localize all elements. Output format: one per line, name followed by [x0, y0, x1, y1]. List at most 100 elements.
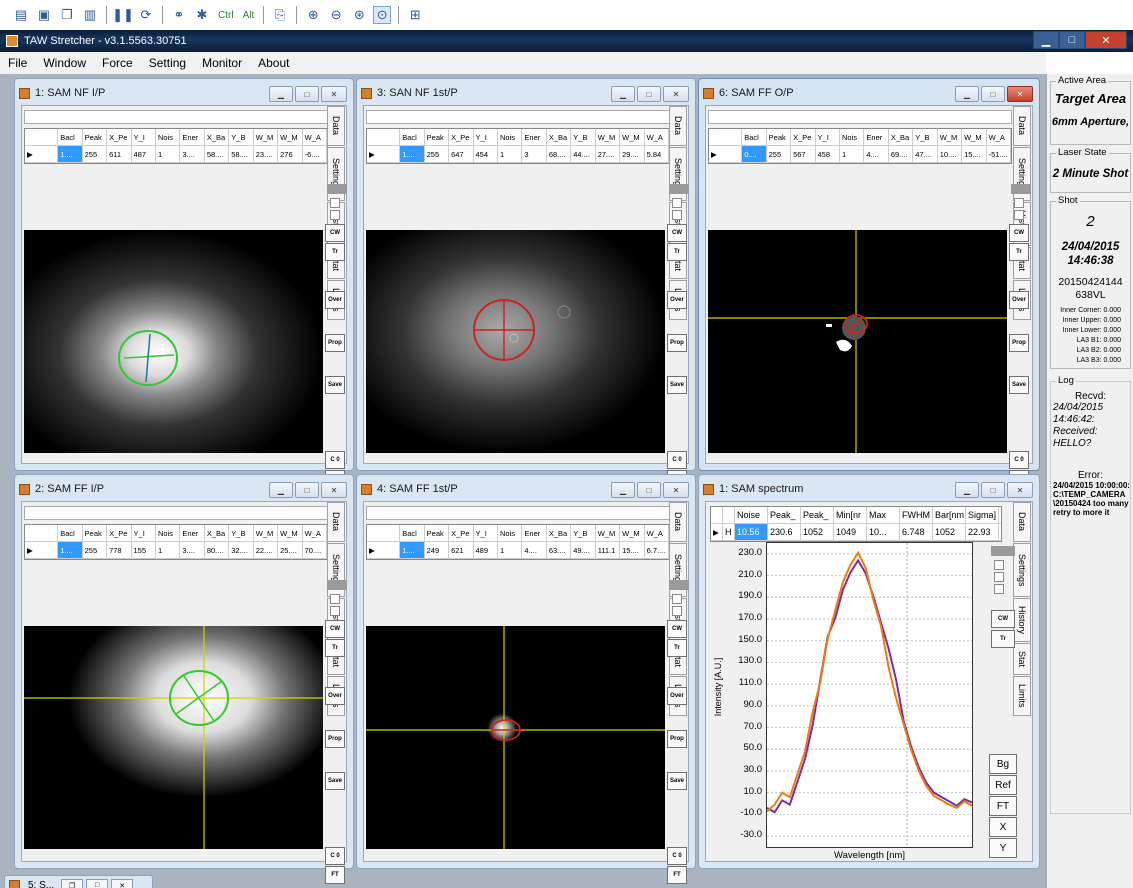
menu-monitor[interactable]: Monitor — [202, 56, 243, 70]
grid-cell[interactable]: 1.... — [58, 146, 83, 162]
cw-button[interactable]: CW — [667, 620, 687, 638]
cw-button[interactable]: CW — [325, 620, 345, 638]
grid-cell[interactable]: 458 — [816, 146, 840, 162]
grid-cell[interactable]: 23.... — [254, 146, 279, 162]
cw-button[interactable]: CW — [1009, 224, 1029, 242]
option-checkbox[interactable] — [330, 594, 340, 604]
grid-cell[interactable]: 22.93 — [966, 524, 999, 540]
prop-button[interactable]: Prop — [325, 334, 345, 352]
grid-cell[interactable]: 10... — [867, 524, 900, 540]
grid-cell[interactable]: 1 — [498, 146, 523, 162]
cw-button[interactable]: CW — [667, 224, 687, 242]
save-button[interactable]: Save — [325, 376, 345, 394]
minimize-icon[interactable]: ▁ — [269, 482, 293, 498]
close-icon[interactable]: ✕ — [1007, 86, 1033, 102]
minimize-icon[interactable]: ▁ — [1033, 31, 1059, 49]
grid-cell[interactable]: 4.... — [864, 146, 889, 162]
pause-icon[interactable]: ❚❚ — [112, 7, 134, 22]
close-icon[interactable]: ✕ — [1007, 482, 1033, 498]
grid-cell[interactable]: 5.84 — [645, 146, 669, 162]
bg-button[interactable]: Bg — [989, 754, 1017, 774]
grid-cell[interactable]: 1 — [156, 542, 181, 558]
save-button[interactable]: Save — [1009, 376, 1029, 394]
grid-cell[interactable]: 3.... — [180, 146, 205, 162]
grid-cell[interactable]: 487 — [132, 146, 156, 162]
grid-cell[interactable]: 489 — [474, 542, 498, 558]
option-checkbox[interactable] — [1014, 198, 1024, 208]
trigger-icon[interactable]: ✱ — [196, 7, 208, 22]
grid-cell[interactable]: 15.... — [962, 146, 987, 162]
grid-cell[interactable]: 1052 — [933, 524, 966, 540]
grid-cell[interactable]: 255 — [83, 542, 108, 558]
link-icon[interactable]: ⚭ — [173, 7, 185, 22]
grid-cell[interactable]: 1052 — [801, 524, 834, 540]
grid-cell[interactable]: 68.... — [547, 146, 572, 162]
grid-cell[interactable]: 70.... — [303, 542, 327, 558]
grid-cell[interactable]: 27.... — [596, 146, 621, 162]
grid-cell[interactable]: 29.... — [620, 146, 645, 162]
grid-cell[interactable]: 1049 — [834, 524, 867, 540]
c0-button[interactable]: C 0 — [1009, 451, 1029, 469]
grid-cell[interactable]: 255 — [425, 146, 450, 162]
alt-toggle[interactable]: Alt — [242, 9, 255, 21]
grid-cell[interactable]: 255 — [83, 146, 108, 162]
tab-data[interactable]: Data — [669, 502, 687, 542]
table-row[interactable]: ▶ 1.... 255 611 487 1 3.... 58.... 58.... 23.... 2… — [25, 146, 327, 163]
prop-button[interactable]: Prop — [1009, 334, 1029, 352]
grid-cell[interactable]: 10.... — [938, 146, 963, 162]
tab-data[interactable]: Data — [327, 502, 345, 542]
grid-cell[interactable]: 69.... — [889, 146, 914, 162]
maximize-icon[interactable]: □ — [86, 878, 109, 888]
tab-data[interactable]: Data — [1013, 106, 1031, 146]
beam-image[interactable] — [366, 230, 665, 453]
threshold-slider[interactable] — [327, 580, 347, 590]
close-icon[interactable]: ✕ — [111, 878, 134, 888]
tr-button[interactable]: Tr — [667, 639, 687, 657]
camera-window[interactable]: 3: SAN NF 1st/P ▁ □ ✕ Bacl Peak X_Pe Y_I Noi… — [356, 78, 696, 488]
grid-cell[interactable]: 25.... — [278, 542, 303, 558]
close-icon[interactable]: ✕ — [1085, 31, 1127, 49]
close-icon[interactable]: ✕ — [321, 482, 347, 498]
c0-button[interactable]: C 0 — [325, 847, 345, 865]
beam-image[interactable] — [24, 230, 323, 453]
grid-cell[interactable]: 1.... — [400, 146, 425, 162]
prop-button[interactable]: Prop — [667, 730, 687, 748]
over-button[interactable]: Over — [667, 687, 687, 705]
over-button[interactable]: Over — [325, 291, 345, 309]
grid-cell[interactable]: 1 — [840, 146, 865, 162]
close-icon[interactable]: ✕ — [663, 86, 689, 102]
table-row[interactable]: ▶ H 10.56 230.6 1052 1049 10... 6.748 1052 22.93 — [711, 524, 1001, 541]
option-checkbox[interactable] — [994, 572, 1004, 582]
tr-button[interactable]: Tr — [1009, 243, 1029, 261]
tab-data[interactable]: Data — [327, 106, 345, 146]
threshold-slider[interactable] — [991, 546, 1015, 556]
threshold-slider[interactable] — [669, 580, 689, 590]
grid-cell[interactable]: 230.6 — [768, 524, 801, 540]
grid-cell[interactable]: 0.... — [742, 146, 767, 162]
grid-cell[interactable]: 6.7.... — [645, 542, 669, 558]
grid-cell[interactable]: 249 — [425, 542, 450, 558]
grid-cell[interactable]: 155 — [132, 542, 156, 558]
restore-icon[interactable]: ❐ — [61, 878, 84, 888]
c0-button[interactable]: C 0 — [325, 451, 345, 469]
grid-cell[interactable]: 47.... — [913, 146, 938, 162]
minimize-icon[interactable]: ▁ — [611, 482, 635, 498]
option-checkbox[interactable] — [672, 198, 682, 208]
grid-cell[interactable]: 58.... — [205, 146, 230, 162]
grid-cell[interactable]: 63.... — [547, 542, 572, 558]
tab-limits[interactable]: Limits — [1013, 676, 1031, 716]
grid-cell[interactable]: 621 — [449, 542, 474, 558]
refresh-icon[interactable]: ⟳ — [140, 7, 152, 22]
over-button[interactable]: Over — [667, 291, 687, 309]
export-icon[interactable]: ▥ — [83, 7, 97, 22]
filter-input[interactable] — [366, 506, 670, 520]
option-checkbox[interactable] — [672, 210, 682, 220]
beam-image[interactable] — [708, 230, 1007, 453]
ref-button[interactable]: Ref — [989, 775, 1017, 795]
grid-cell[interactable]: 647 — [449, 146, 474, 162]
option-checkbox[interactable] — [330, 198, 340, 208]
minimize-icon[interactable]: ▁ — [611, 86, 635, 102]
grid-cell[interactable]: -6.... — [303, 146, 327, 162]
ft-button[interactable]: FT — [667, 866, 687, 884]
tab-settings[interactable]: Settings — [1013, 543, 1031, 597]
